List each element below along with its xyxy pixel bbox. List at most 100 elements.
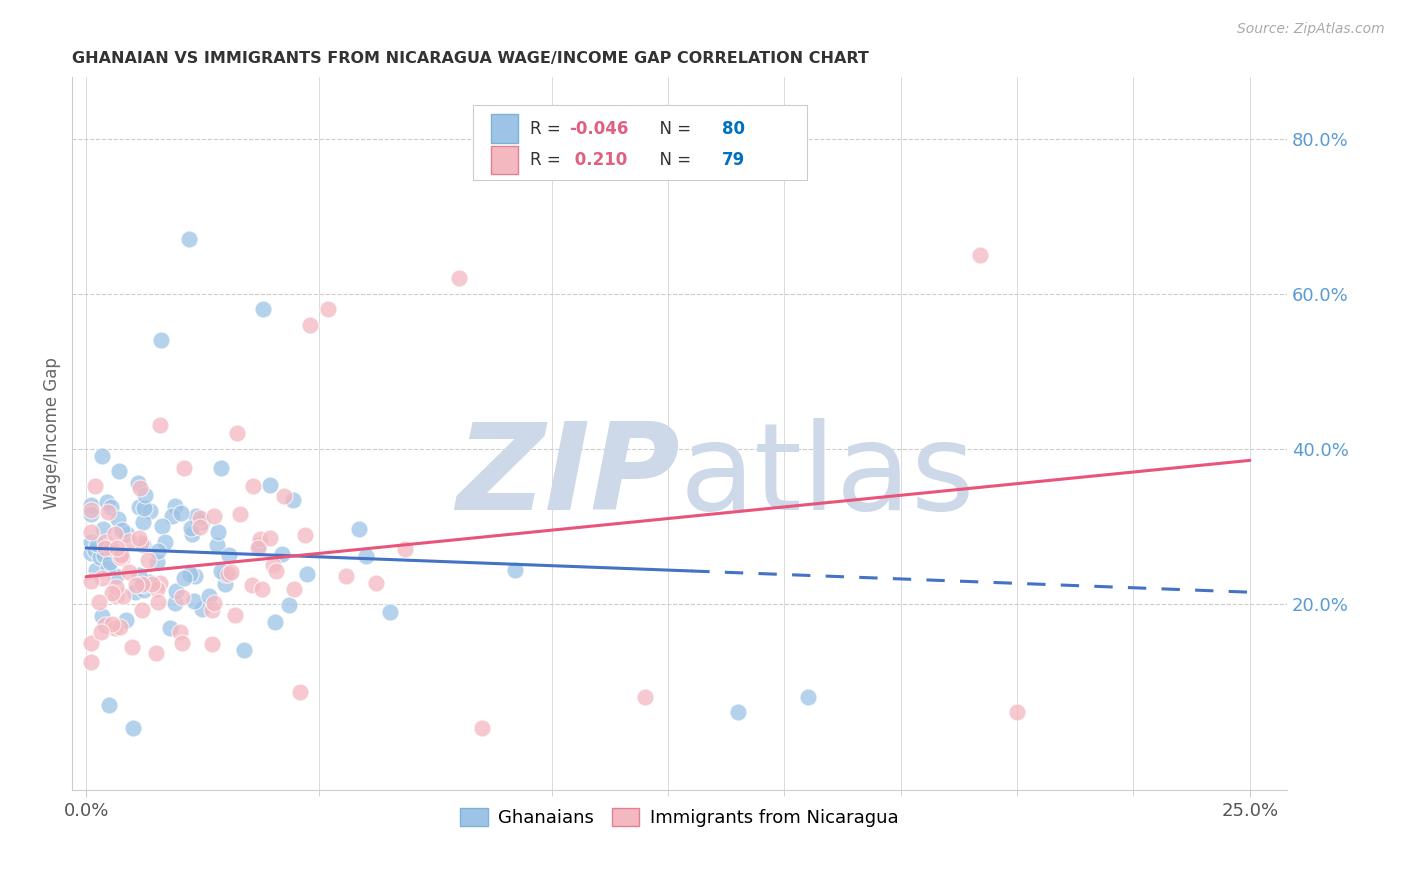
Point — [173, 460, 195, 475]
Point — [229, 507, 252, 521]
Point — [240, 578, 263, 592]
Bar — [491, 145, 517, 174]
Point — [347, 522, 370, 536]
Point — [134, 487, 156, 501]
Point — [354, 549, 377, 564]
Point — [159, 621, 181, 635]
Point — [271, 547, 294, 561]
Y-axis label: Wage/Income Gap: Wage/Income Gap — [44, 358, 60, 509]
Point — [108, 549, 131, 564]
Point — [146, 582, 169, 596]
Point — [131, 536, 153, 550]
Point — [170, 506, 193, 520]
Point — [129, 481, 152, 495]
Point — [262, 558, 284, 572]
Point — [115, 527, 138, 541]
Point — [80, 635, 103, 649]
Point — [136, 553, 159, 567]
Point — [118, 565, 141, 579]
Point — [128, 500, 150, 514]
Point — [100, 541, 122, 555]
Point — [104, 527, 127, 541]
Point — [80, 574, 103, 589]
Point — [91, 522, 114, 536]
Point — [294, 528, 316, 542]
Point — [104, 568, 127, 582]
Point — [131, 603, 153, 617]
Text: GHANAIAN VS IMMIGRANTS FROM NICARAGUA WAGE/INCOME GAP CORRELATION CHART: GHANAIAN VS IMMIGRANTS FROM NICARAGUA WA… — [72, 51, 869, 66]
Point — [146, 544, 169, 558]
Point — [394, 541, 416, 556]
Point — [131, 577, 153, 591]
Point — [90, 449, 112, 463]
Point — [969, 248, 991, 262]
Point — [153, 534, 176, 549]
Text: -0.046: -0.046 — [569, 120, 628, 137]
Point — [447, 271, 470, 285]
Point — [295, 566, 318, 581]
Point — [134, 582, 156, 597]
Point — [252, 302, 274, 317]
Point — [188, 520, 211, 534]
Text: R =: R = — [530, 151, 567, 169]
Point — [264, 564, 287, 578]
Text: ZIP: ZIP — [456, 417, 679, 534]
Point — [150, 519, 173, 533]
Point — [115, 613, 138, 627]
Bar — [491, 114, 517, 143]
Text: N =: N = — [650, 151, 696, 169]
Point — [98, 698, 121, 712]
Point — [108, 465, 131, 479]
Point — [162, 509, 184, 524]
Point — [111, 589, 134, 603]
Point — [111, 523, 134, 537]
Text: N =: N = — [650, 120, 696, 137]
Legend: Ghanaians, Immigrants from Nicaragua: Ghanaians, Immigrants from Nicaragua — [453, 801, 905, 834]
Point — [96, 495, 118, 509]
Point — [378, 605, 401, 619]
Point — [1005, 706, 1028, 720]
Point — [209, 460, 232, 475]
Point — [201, 603, 224, 617]
Point — [138, 575, 160, 590]
Point — [198, 589, 221, 603]
Point — [180, 521, 202, 535]
Point — [288, 685, 311, 699]
Point — [165, 583, 187, 598]
Point — [148, 595, 170, 609]
Point — [177, 232, 200, 246]
Text: atlas: atlas — [679, 417, 976, 534]
Point — [128, 568, 150, 582]
Point — [172, 590, 194, 604]
Point — [125, 577, 148, 591]
Point — [93, 548, 115, 562]
Point — [190, 515, 212, 529]
Point — [214, 566, 236, 581]
Point — [121, 640, 143, 655]
Point — [796, 690, 818, 704]
Point — [214, 577, 236, 591]
Point — [181, 526, 204, 541]
Text: 80: 80 — [723, 120, 745, 137]
Point — [105, 541, 128, 555]
Point — [209, 564, 232, 578]
Point — [104, 621, 127, 635]
Point — [80, 546, 103, 560]
Point — [259, 478, 281, 492]
Point — [132, 501, 155, 516]
Point — [634, 690, 657, 704]
Point — [366, 575, 388, 590]
Point — [149, 576, 172, 591]
Point — [184, 569, 207, 583]
Point — [132, 538, 155, 552]
Point — [191, 602, 214, 616]
Point — [141, 577, 163, 591]
Point — [107, 512, 129, 526]
Point — [121, 721, 143, 735]
Point — [247, 538, 270, 552]
Point — [184, 508, 207, 523]
Point — [727, 706, 749, 720]
Point — [298, 318, 321, 332]
Point — [105, 581, 128, 595]
Point — [471, 721, 494, 735]
